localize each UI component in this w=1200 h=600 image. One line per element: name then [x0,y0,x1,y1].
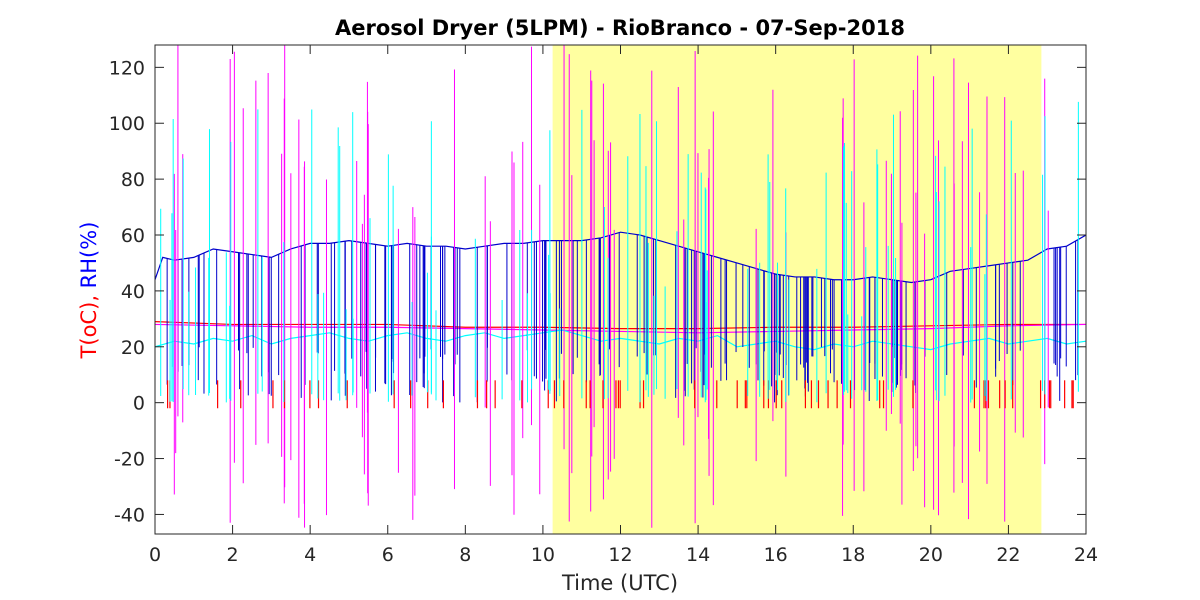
x-tick-label: 16 [764,544,788,566]
y-axis-label: T(oC), RH(%) [77,222,101,360]
x-tick-label: 18 [841,544,865,566]
y-tick-label: -40 [114,504,145,526]
series-line-3 [155,329,1086,351]
x-tick-label: 6 [382,544,394,566]
y-tick-label: 40 [121,281,145,303]
series-line-1 [155,321,1086,330]
x-axis-label: Time (UTC) [561,571,678,595]
y-tick-label: -20 [114,449,145,471]
x-tick-label: 12 [608,544,632,566]
x-tick-label: 20 [919,544,943,566]
x-tick-label: 14 [686,544,710,566]
y-tick-label: 80 [121,169,145,191]
y-tick-label: 120 [109,57,145,79]
chart-title: Aerosol Dryer (5LPM) - RioBranco - 07-Se… [335,16,905,40]
plot-area [155,45,1086,534]
x-tick-label: 0 [149,544,161,566]
x-tick-label: 4 [304,544,316,566]
x-tick-label: 8 [459,544,471,566]
x-tick-label: 2 [227,544,239,566]
y-tick-label: 100 [109,113,145,135]
y-axis-label-part-0: T(oC), [77,288,101,359]
y-tick-label: 0 [133,393,145,415]
y-axis-label-part-1: RH(%) [77,222,101,289]
axes: 0 2 4 6 8 10 12 14 16 18 20 22 24-40-200204060801001… [109,44,1098,566]
x-tick-label: 24 [1074,544,1098,566]
y-tick-label: 60 [121,225,145,247]
x-tick-label: 10 [531,544,555,566]
series-line-2 [155,323,1086,334]
y-tick-label: 20 [121,337,145,359]
x-tick-label: 22 [996,544,1020,566]
